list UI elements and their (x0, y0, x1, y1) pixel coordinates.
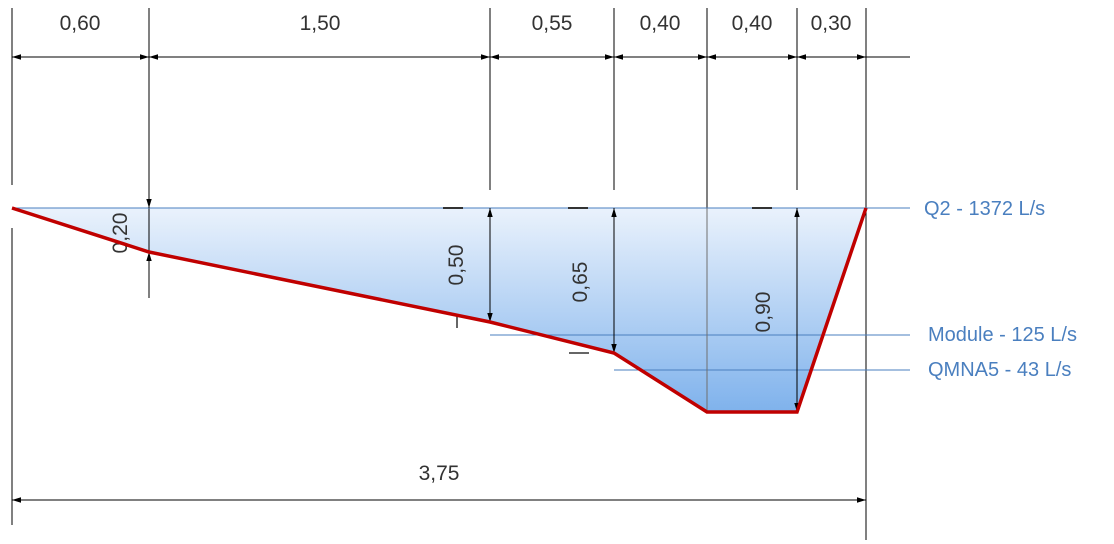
dim-label-5: 0,30 (811, 12, 852, 35)
depth-dimensions: 0,20 0,50 0,65 0,90 (109, 190, 800, 412)
depth-label-d4: 0,90 (752, 292, 775, 333)
dim-label-2: 0,55 (532, 12, 573, 35)
extension-lines (11, 8, 867, 540)
riverbed-profile (11, 206, 868, 414)
dim-label-1: 1,50 (300, 12, 341, 35)
water-level-lines (12, 207, 910, 412)
top-dimension-chain: 0,60 1,50 0,55 0,40 0,40 0,30 (12, 12, 910, 60)
depth-label-d2: 0,50 (445, 245, 468, 286)
total-width-dimension: 3,75 (12, 462, 866, 503)
q2-level-label: Q2 - 1372 L/s (924, 198, 1045, 220)
depth-label-d1: 0,20 (109, 213, 132, 254)
module-level-label: Module - 125 L/s (928, 324, 1077, 346)
dim-label-4: 0,40 (732, 12, 773, 35)
dim-label-3: 0,40 (640, 12, 681, 35)
total-width-label: 3,75 (419, 462, 460, 485)
depth-label-d3: 0,65 (569, 262, 592, 303)
dim-label-0: 0,60 (60, 12, 101, 35)
qmna5-level-label: QMNA5 - 43 L/s (928, 359, 1071, 381)
